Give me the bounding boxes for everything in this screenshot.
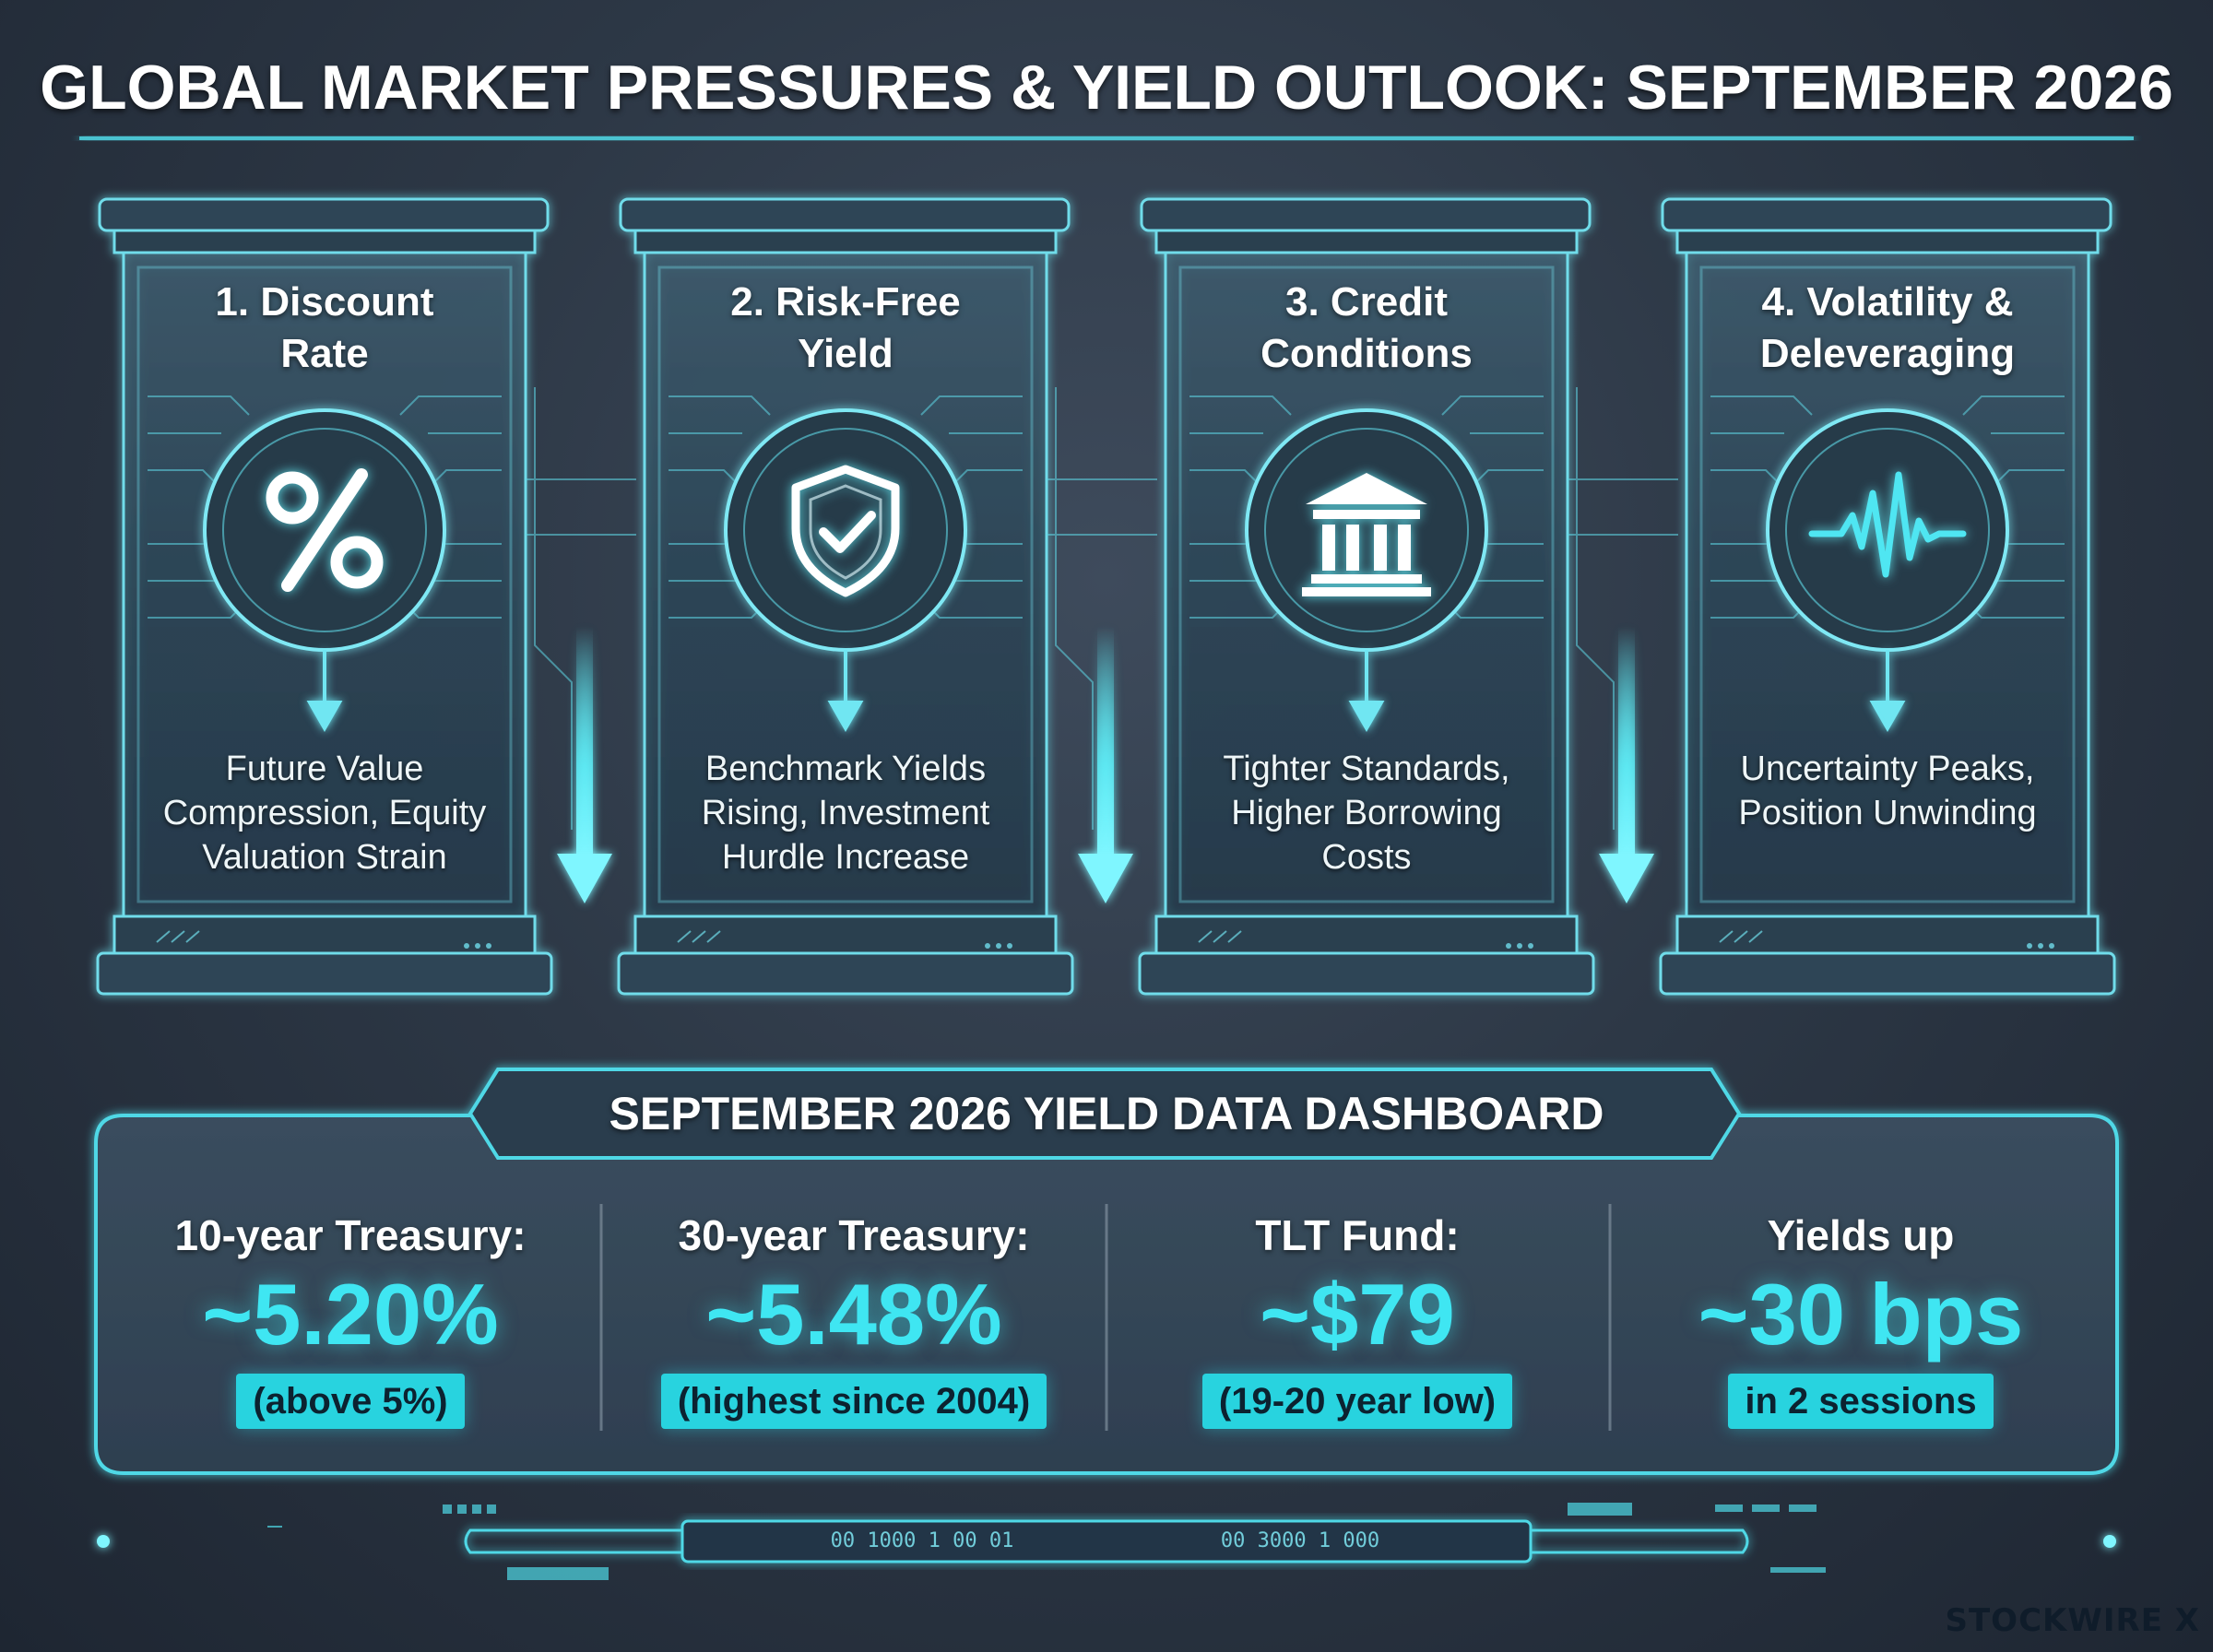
metric-1-note: (above 5%): [236, 1374, 465, 1429]
pillar-1-heading-line2: Rate: [280, 331, 369, 376]
pillar-1-description: Future Value Compression, Equity Valuati…: [131, 747, 518, 879]
pillar-3-desc-line2: Higher Borrowing: [1231, 794, 1502, 832]
pillar-2-desc-line3: Hurdle Increase: [721, 838, 970, 877]
pillar-4-description: Uncertainty Peaks, Position Unwinding: [1694, 747, 2081, 835]
pillar-4-heading-line1: 4. Volatility &: [1761, 279, 2014, 324]
metric-3-label: TLT Fund:: [1255, 1211, 1460, 1259]
pillar-4-desc-line2: Position Unwinding: [1738, 794, 2037, 832]
pillar-3-heading-line2: Conditions: [1260, 331, 1473, 376]
pillar-2-heading: 2. Risk-Free Yield: [647, 277, 1044, 380]
pillar-1-heading: 1. Discount Rate: [126, 277, 523, 380]
metric-3-note-wrap: (19-20 year low): [1118, 1374, 1597, 1429]
pillar-3-desc-line1: Tighter Standards,: [1223, 749, 1510, 788]
metric-1-label: 10-year Treasury:: [174, 1211, 527, 1259]
pillar-4-desc-line1: Uncertainty Peaks,: [1740, 749, 2035, 788]
pillar-1-desc-line1: Future Value: [225, 749, 424, 788]
pulse-icon: [1808, 471, 1967, 578]
metric-2-label: 30-year Treasury:: [678, 1211, 1030, 1259]
page-title: GLOBAL MARKET PRESSURES & YIELD OUTLOOK:…: [40, 53, 2173, 123]
pillar-2-heading-line2: Yield: [798, 331, 893, 376]
pillar-3-heading: 3. Credit Conditions: [1168, 277, 1565, 380]
pillar-1-desc-line2: Compression, Equity: [162, 794, 487, 832]
footer-code-left: 00 1000 1 00 01: [830, 1529, 1014, 1552]
pillar-3-heading-line1: 3. Credit: [1284, 279, 1449, 324]
pillar-2-heading-line1: 2. Risk-Free: [730, 279, 961, 324]
pillar-4-heading-line2: Deleveraging: [1759, 331, 2016, 376]
shield-check-icon: [791, 465, 900, 597]
pillar-2-description: Benchmark Yields Rising, Investment Hurd…: [652, 747, 1039, 879]
metric-1-value: ~5.20%: [202, 1266, 499, 1363]
metric-4-label: Yields up: [1767, 1211, 1955, 1259]
percent-icon: [266, 468, 384, 592]
pillar-2-desc-line1: Benchmark Yields: [704, 749, 987, 788]
metric-3-note: (19-20 year low): [1201, 1374, 1513, 1429]
metric-3-value: ~$79: [1260, 1266, 1455, 1363]
metric-2-note: (highest since 2004): [660, 1374, 1047, 1429]
pillar-3-desc-line3: Costs: [1321, 838, 1412, 877]
bank-icon: [1302, 473, 1431, 596]
metric-2-note-wrap: (highest since 2004): [614, 1374, 1094, 1429]
pillar-1-desc-line3: Valuation Strain: [202, 838, 447, 877]
pillar-1-heading-line1: 1. Discount: [215, 279, 434, 324]
pillar-2-desc-line2: Rising, Investment: [701, 794, 990, 832]
metric-4-note-wrap: in 2 sessions: [1621, 1374, 2101, 1429]
dashboard-title: SEPTEMBER 2026 YIELD DATA DASHBOARD: [609, 1088, 1604, 1139]
brand-logo: STOCKWIRE X: [1945, 1602, 2200, 1639]
footer-code-right: 00 3000 1 000: [1220, 1529, 1380, 1552]
pillar-3-description: Tighter Standards, Higher Borrowing Cost…: [1173, 747, 1560, 879]
metric-4-value: ~30 bps: [1698, 1266, 2024, 1363]
pillar-4-heading: 4. Volatility & Deleveraging: [1689, 277, 2086, 380]
metric-2-value: ~5.48%: [705, 1266, 1002, 1363]
metric-4-note: in 2 sessions: [1728, 1374, 1994, 1429]
metric-1-note-wrap: (above 5%): [111, 1374, 590, 1429]
